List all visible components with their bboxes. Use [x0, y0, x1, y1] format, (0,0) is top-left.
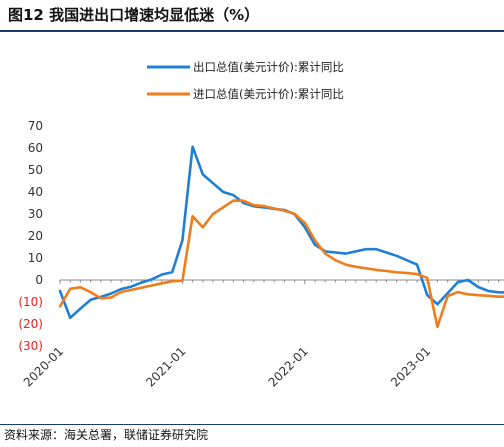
y-axis: 70 60 50 40 30 20 10 0 (10) (20) (30) [18, 119, 43, 353]
y-tick-label: 50 [28, 163, 43, 177]
legend-label-2: 进口总值(美元计价):累计同比 [193, 87, 344, 101]
y-tick-label: 60 [28, 141, 43, 155]
series-lines [58, 145, 504, 329]
x-tick-label: 2023-01 [388, 344, 433, 389]
y-tick-label: 20 [28, 229, 43, 243]
y-tick-label: (30) [18, 339, 43, 353]
source-divider [0, 424, 504, 425]
y-tick-label: 0 [35, 273, 43, 287]
series-line-2 [58, 199, 504, 329]
chart-title: 图12 我国进出口增速均显低迷（%） [8, 6, 260, 24]
x-tick-label: 2021-01 [143, 344, 188, 389]
series-line-1 [58, 145, 504, 320]
y-tick-label: 30 [28, 207, 43, 221]
x-tick-label: 2022-01 [266, 344, 311, 389]
y-tick-label: 40 [28, 185, 43, 199]
title-divider [0, 30, 504, 32]
legend-label-1: 出口总值(美元计价):累计同比 [193, 60, 344, 74]
y-tick-label: 10 [28, 251, 43, 265]
source-note: 资料来源：海关总署，联储证券研究院 [4, 428, 209, 442]
y-tick-label: 70 [28, 119, 43, 133]
y-tick-label: (20) [18, 317, 43, 331]
y-tick-label: (10) [18, 295, 43, 309]
